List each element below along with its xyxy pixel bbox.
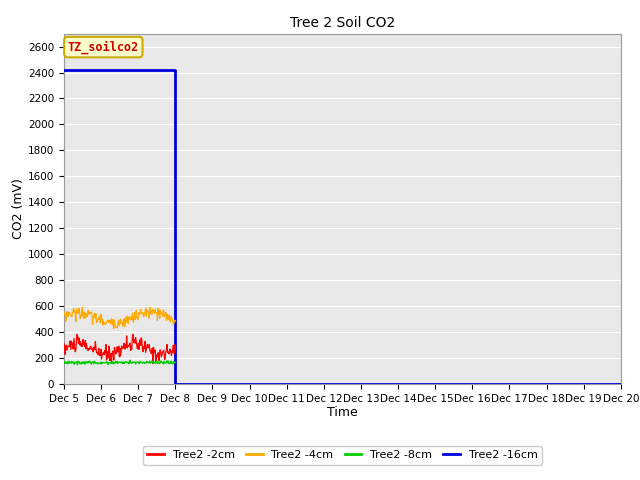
Title: Tree 2 Soil CO2: Tree 2 Soil CO2 — [290, 16, 395, 30]
Text: TZ_soilco2: TZ_soilco2 — [68, 40, 139, 54]
Legend: Tree2 -2cm, Tree2 -4cm, Tree2 -8cm, Tree2 -16cm: Tree2 -2cm, Tree2 -4cm, Tree2 -8cm, Tree… — [143, 445, 542, 465]
X-axis label: Time: Time — [327, 407, 358, 420]
Y-axis label: CO2 (mV): CO2 (mV) — [12, 179, 25, 239]
